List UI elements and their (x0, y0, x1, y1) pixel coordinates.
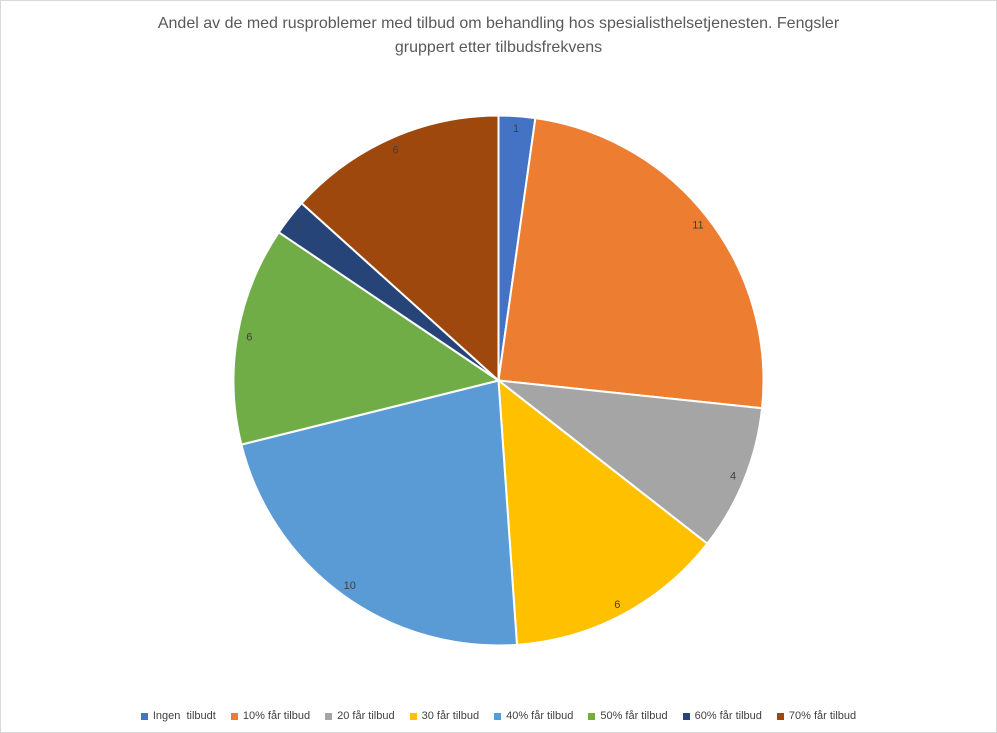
legend-label: 40% får tilbud (506, 710, 574, 722)
legend-marker (776, 712, 784, 720)
legend-marker (409, 712, 417, 720)
chart-title-line2: gruppert etter tilbudsfrekvens (394, 39, 603, 56)
legend-item-0[interactable]: Ingen tilbudt (140, 710, 216, 722)
legend-item-5[interactable]: 50% får tilbud (588, 710, 668, 722)
data-label-2: 4 (730, 470, 736, 482)
pie-slice-2[interactable] (495, 379, 764, 546)
legend-label: 10% får tilbud (242, 710, 311, 722)
chart-title-line1: Andel av de med rusproblemer med tilbud … (157, 15, 840, 32)
legend-marker (325, 712, 333, 720)
data-label-6: 1 (296, 220, 302, 232)
data-label-1: 11 (692, 220, 703, 232)
data-label-3: 6 (614, 599, 620, 611)
legend-item-7[interactable]: 70% får tilbud (776, 710, 857, 722)
legend-label: Ingen tilbudt (152, 710, 216, 722)
legend-label: 70% får tilbud (788, 710, 857, 722)
legend-label: 60% får tilbud (694, 710, 762, 722)
legend-marker (588, 712, 596, 720)
chart-title: Andel av de med rusproblemer med tilbud … (1, 12, 996, 60)
pie-slice-4[interactable] (240, 379, 519, 647)
legend-label: 20 får tilbud (337, 710, 395, 722)
legend-item-2[interactable]: 20 får tilbud (325, 710, 395, 722)
legend-item-4[interactable]: 40% får tilbud (494, 710, 573, 722)
legend-item-1[interactable]: 10% får tilbud (230, 710, 311, 722)
legend-marker (682, 712, 690, 720)
legend-marker (494, 712, 502, 720)
legend-marker (140, 712, 148, 720)
legend-item-6[interactable]: 60% får tilbud (682, 710, 762, 722)
legend-label: 50% får tilbud (600, 710, 668, 722)
legend-item-3[interactable]: 30 får tilbud (409, 710, 480, 722)
pie-slice-3[interactable] (497, 378, 709, 646)
data-label-5: 6 (246, 332, 252, 344)
data-label-4: 10 (344, 580, 356, 592)
legend-label: 30 får tilbud (421, 710, 480, 722)
legend-marker (230, 712, 238, 720)
pie-slice-1[interactable] (497, 116, 765, 410)
pie-slice-7[interactable] (300, 114, 500, 383)
data-label-0: 1 (513, 123, 519, 135)
pie-slice-5[interactable] (232, 230, 501, 446)
data-label-7: 6 (393, 144, 399, 156)
legend: Ingen tilbudt 10% får tilbud 20 får tilbud… (1, 710, 996, 722)
